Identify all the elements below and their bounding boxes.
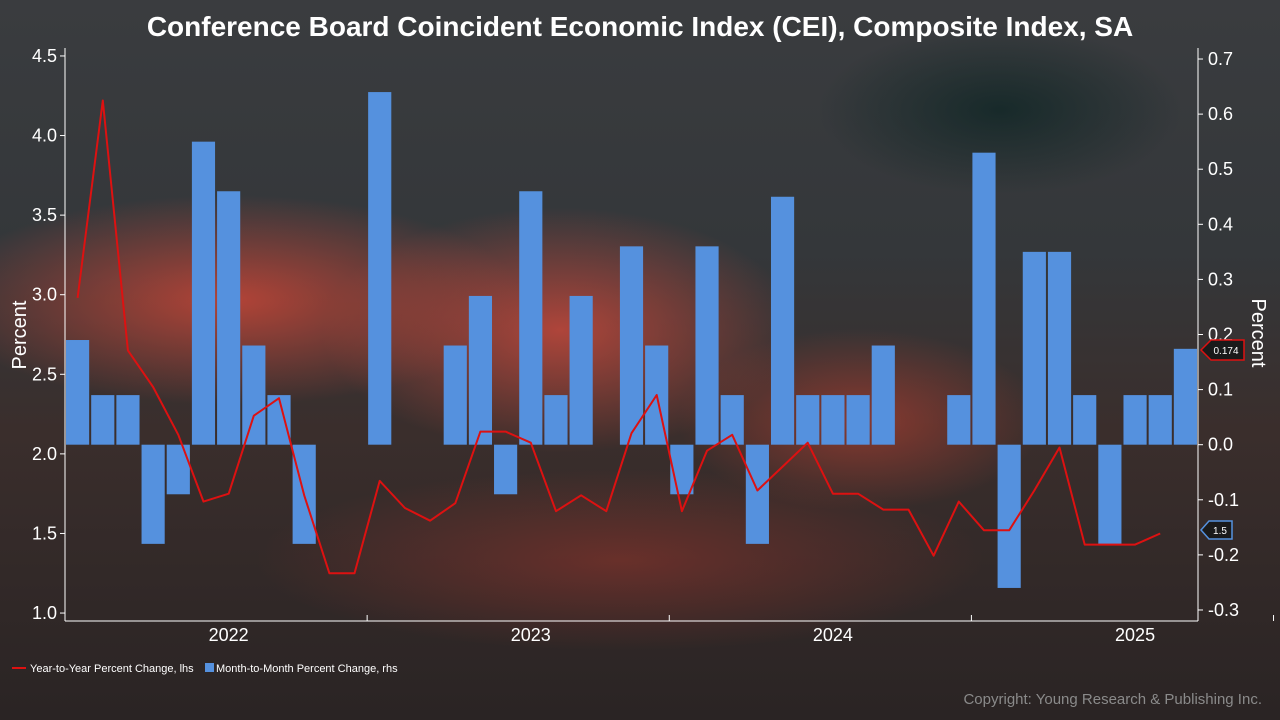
bar	[972, 152, 996, 445]
left-tick-label: 3.5	[32, 205, 57, 225]
left-tick-label: 4.0	[32, 126, 57, 146]
line-series	[76, 99, 1161, 575]
bar	[1123, 395, 1147, 445]
bar	[116, 395, 140, 445]
right-tick-label: -0.2	[1208, 545, 1239, 565]
bar	[544, 395, 568, 445]
bar	[871, 345, 895, 445]
bar	[821, 395, 845, 445]
bar	[846, 395, 870, 445]
bar	[770, 196, 795, 445]
bar	[217, 191, 241, 445]
bar	[494, 444, 518, 495]
left-tick-label: 2.5	[32, 364, 57, 384]
legend-label-yoy: Year-to-Year Percent Change, lhs	[30, 663, 194, 675]
bar	[191, 141, 216, 445]
bar-series	[66, 92, 1197, 588]
right-y-ticks: -0.3-0.2-0.10.00.10.20.30.40.50.60.7	[1198, 49, 1239, 620]
bar	[796, 395, 820, 445]
right-tick-label: 0.1	[1208, 380, 1233, 400]
left-tick-label: 1.0	[32, 603, 57, 623]
right-tick-label: 0.0	[1208, 435, 1233, 455]
right-tick-label: -0.3	[1208, 600, 1239, 620]
bar	[468, 295, 493, 445]
bar	[267, 395, 291, 445]
last-value-text-bar: 0.174	[1213, 346, 1238, 357]
bar	[695, 246, 719, 445]
bar	[368, 92, 392, 445]
left-tick-label: 3.0	[32, 285, 57, 305]
last-value-text-line: 1.5	[1213, 526, 1227, 537]
x-tick-label: 2023	[511, 625, 551, 645]
legend-label-mom: Month-to-Month Percent Change, rhs	[216, 663, 398, 675]
bar	[619, 246, 644, 445]
legend: Year-to-Year Percent Change, lhs Month-t…	[12, 663, 398, 675]
last-value-box-line	[1199, 520, 1233, 540]
right-tick-label: 0.4	[1208, 214, 1233, 234]
bar	[1148, 395, 1172, 445]
yoy-line	[76, 99, 1161, 575]
x-tick-label: 2024	[813, 625, 853, 645]
legend-bar-swatch	[205, 663, 214, 672]
bar	[1173, 348, 1197, 445]
left-y-ticks: 1.0 1.5 2.0 2.5 3.0 3.5 4.0 4.5	[32, 46, 65, 623]
bar	[66, 340, 90, 445]
right-tick-label: 0.3	[1208, 269, 1233, 289]
right-tick-label: 0.5	[1208, 159, 1233, 179]
right-tick-label: -0.1	[1208, 490, 1239, 510]
last-value-label-bar: 0.174	[1199, 339, 1245, 361]
right-tick-label: 0.7	[1208, 49, 1233, 69]
bar	[91, 395, 115, 445]
left-tick-label: 4.5	[32, 46, 57, 66]
bar	[443, 345, 467, 445]
bar	[519, 191, 543, 445]
right-axis-title: Percent	[1247, 299, 1269, 368]
bar	[166, 444, 190, 495]
bar	[1047, 251, 1072, 445]
last-value-box-bar	[1199, 339, 1245, 361]
bar	[141, 444, 165, 544]
bar	[1098, 444, 1122, 544]
right-tick-label: 0.6	[1208, 104, 1233, 124]
bar	[1073, 395, 1097, 445]
x-tick-label: 2025	[1115, 625, 1155, 645]
bar	[997, 444, 1021, 588]
left-tick-label: 2.0	[32, 444, 57, 464]
bar	[745, 444, 769, 544]
x-tick-label: 2022	[209, 625, 249, 645]
bar	[569, 295, 593, 445]
copyright-text: Copyright: Young Research & Publishing I…	[963, 691, 1262, 708]
last-value-label-line: 1.5	[1199, 520, 1233, 540]
bar	[947, 395, 971, 445]
bar	[1022, 251, 1046, 445]
left-axis-title: Percent	[9, 300, 31, 369]
x-ticks: 2022 2023 2024 2025	[209, 615, 1275, 645]
chart-title: Conference Board Coincident Economic Ind…	[147, 11, 1133, 42]
bar	[242, 345, 266, 445]
bar	[720, 395, 744, 445]
left-tick-label: 1.5	[32, 523, 57, 543]
